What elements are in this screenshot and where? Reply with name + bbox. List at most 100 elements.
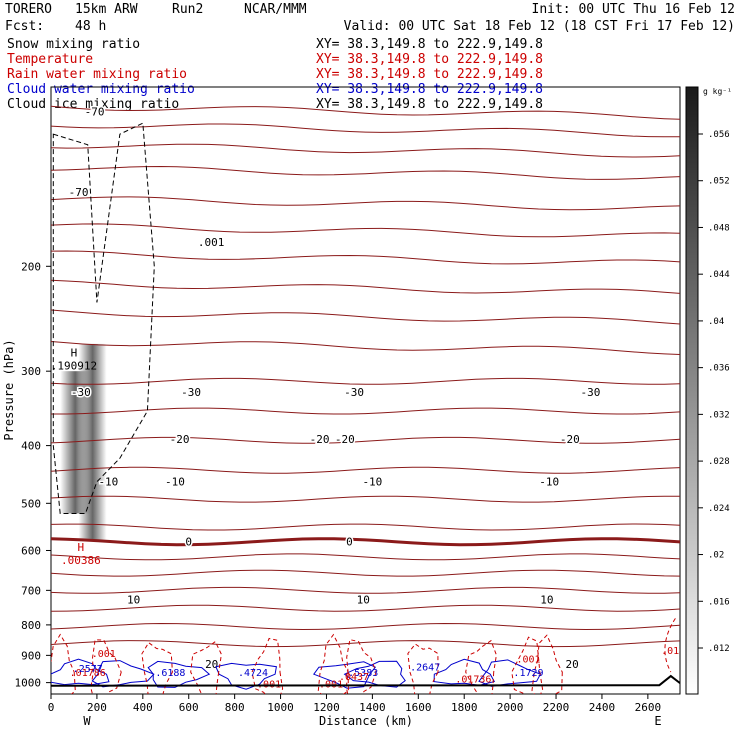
x-tick-label: 1800 <box>451 701 478 714</box>
maximum-value: .190912 <box>51 359 97 372</box>
rain-contour <box>345 638 377 694</box>
isotherm-label: -10 <box>539 476 559 489</box>
isotherm-line <box>51 377 680 385</box>
contour-value-label: .5383 <box>348 668 378 679</box>
colorbar-tick-label: .024 <box>708 504 730 514</box>
x-tick-label: 800 <box>225 701 245 714</box>
y-tick-label: 600 <box>21 544 41 557</box>
cloud-water-contour <box>313 661 377 689</box>
isotherm-label: -20 <box>560 433 580 446</box>
isotherm-line <box>51 586 680 594</box>
header-init: Init: 00 UTC Thu 16 Feb 12 <box>532 2 736 17</box>
header-fcst-label: Fcst: <box>5 19 44 34</box>
x-tick-label: 400 <box>133 701 153 714</box>
terrain-line <box>51 674 680 687</box>
isotherm-line <box>51 466 680 474</box>
legend-label-temperature: Temperature <box>7 52 93 67</box>
isotherm-label: -30 <box>71 386 91 399</box>
isotherm-line <box>51 250 680 265</box>
rain-contour <box>190 640 222 694</box>
isotherm-label: -20 <box>310 433 330 446</box>
isotherm-line <box>51 495 680 503</box>
colorbar-tick-label: .052 <box>708 177 730 187</box>
colorbar-tick-label: .012 <box>708 644 730 654</box>
rain-contour <box>90 639 122 694</box>
x-axis: 0 200 400 600 800 1000 1200 1400 1600 1800 2000 220… <box>48 694 661 714</box>
header-resolution: 15km ARW <box>75 2 138 17</box>
legend-label-snow: Snow mixing ratio <box>7 37 140 52</box>
x-tick-label: 600 <box>179 701 199 714</box>
legend-xy-cloud-water: XY= 38.3,149.8 to 222.9,149.8 <box>316 82 543 97</box>
x-axis-title: Distance (km) <box>319 714 413 728</box>
legend-label-rain: Rain water mixing ratio <box>7 67 187 82</box>
x-tick-label: 1600 <box>405 701 432 714</box>
isotherm-line <box>51 436 680 444</box>
isotherm-label: 0 <box>185 536 192 549</box>
cloud-water-contour <box>215 662 277 690</box>
rain-contour <box>407 643 439 694</box>
isotherm-label: -70 <box>85 106 105 119</box>
colorbar-tick-label: .048 <box>708 223 730 233</box>
contour-value-label: .010 <box>661 646 685 657</box>
colorbar-tick-label: .02 <box>708 551 724 561</box>
y-tick-label: 200 <box>21 260 41 273</box>
legend-xy-rain: XY= 38.3,149.8 to 222.9,149.8 <box>316 67 543 82</box>
snow-contour-label: .001 <box>198 236 225 249</box>
isotherm-label: -10 <box>165 476 185 489</box>
colorbar-tick-label: .036 <box>708 364 730 374</box>
isotherm-line <box>51 553 680 561</box>
snow-contour <box>52 122 155 514</box>
legend: Snow mixing ratio XY= 38.3,149.8 to 222.… <box>7 37 543 112</box>
isotherm-line <box>51 105 680 120</box>
maximum-value: .00386 <box>61 554 101 567</box>
x-tick-label: 2000 <box>497 701 524 714</box>
contour-value-label: .001 <box>92 649 116 660</box>
isotherm-label: -20 <box>170 433 190 446</box>
colorbar-tick-label: .044 <box>708 270 730 280</box>
legend-xy-temperature: XY= 38.3,149.8 to 222.9,149.8 <box>316 52 543 67</box>
y-tick-label: 800 <box>21 619 41 632</box>
isotherm-label: 10 <box>540 593 553 606</box>
isotherm-label: -10 <box>98 476 118 489</box>
cloud-water-contour <box>91 660 155 688</box>
header-fcst-hours: 48 h <box>75 19 106 34</box>
isotherm-line <box>51 309 680 325</box>
colorbar-tick-label: .016 <box>708 597 730 607</box>
y-axis: 200 300 400 500 600 700 800 900 1000 <box>15 260 51 690</box>
endpoint-right-label: E <box>654 714 661 728</box>
x-tick-label: 2600 <box>635 701 662 714</box>
isotherm-label: -70 <box>69 186 89 199</box>
isotherm-line <box>51 165 680 180</box>
isotherm-label: 10 <box>127 593 140 606</box>
y-tick-label: 700 <box>21 584 41 597</box>
maximum-marker: H <box>71 346 78 359</box>
y-tick-label: 400 <box>21 440 41 453</box>
legend-label-cloud-ice: Cloud ice mixing ratio <box>7 97 179 112</box>
rain-contour <box>141 641 173 694</box>
plot-area: -70 -70 -30 -30 -30 -30 -20 -20 -20 -20 -10 -10 -10 -… <box>51 104 685 694</box>
contour-value-label: .2647 <box>410 663 440 674</box>
x-tick-label: 200 <box>87 701 107 714</box>
rain-contour <box>317 633 349 694</box>
colorbar-unit: g kg⁻¹ <box>703 87 732 96</box>
isotherm-line <box>51 143 680 158</box>
header-valid: Valid: 00 UTC Sat 18 Feb 12 (18 CST Fri … <box>344 19 735 34</box>
isotherm-line <box>51 123 680 138</box>
rain-contour <box>51 633 76 694</box>
y-tick-label: 900 <box>21 649 41 662</box>
isotherm-label: 20 <box>565 658 578 671</box>
y-tick-label: 300 <box>21 365 41 378</box>
legend-xy-snow: XY= 38.3,149.8 to 222.9,149.8 <box>316 37 543 52</box>
isotherm-label: -20 <box>335 433 355 446</box>
isotherm-line <box>51 196 680 211</box>
colorbar-tick-label: .04 <box>708 317 724 327</box>
endpoint-left-label: W <box>83 714 91 728</box>
maximum-marker: H <box>78 541 85 554</box>
contour-value-label: .01786 <box>70 668 106 679</box>
y-tick-label: 500 <box>21 497 41 510</box>
x-tick-label: 1000 <box>267 701 294 714</box>
isotherm-label: 0 <box>346 536 353 549</box>
isotherm-line <box>51 523 680 531</box>
contour-value-label: .0437 <box>339 672 369 683</box>
legend-label-cloud-water: Cloud water mixing ratio <box>7 82 195 97</box>
